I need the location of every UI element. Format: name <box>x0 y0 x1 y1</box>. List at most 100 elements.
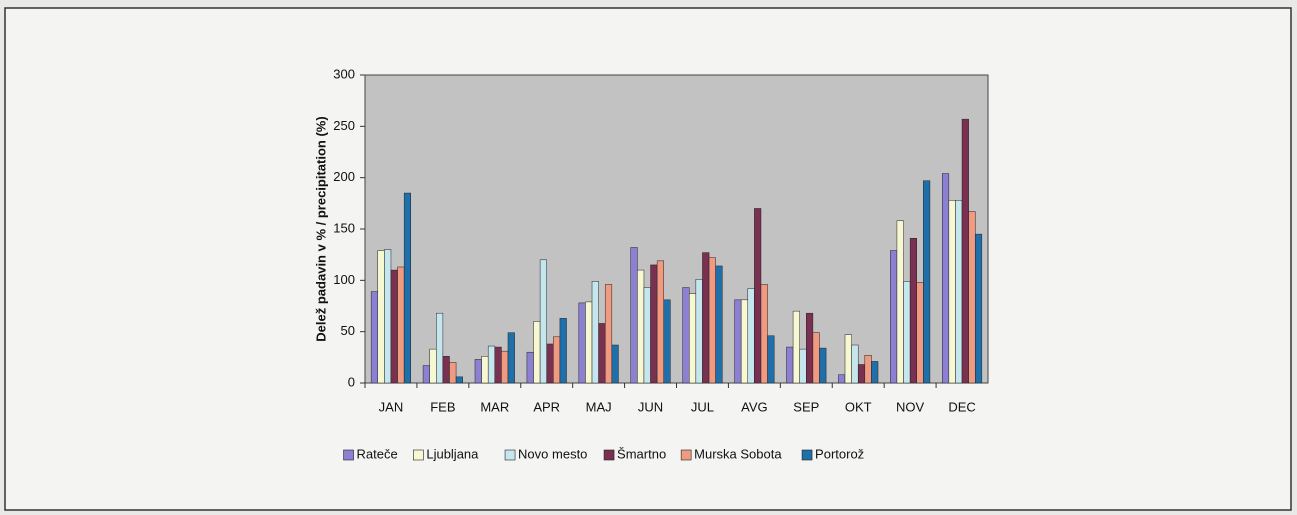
legend-swatch <box>801 449 813 461</box>
bar <box>890 250 898 384</box>
bar <box>871 361 879 384</box>
bar <box>403 192 412 384</box>
legend-label: Ljubljana <box>426 446 479 461</box>
bar <box>844 334 852 384</box>
legend-swatch <box>603 449 615 461</box>
bar <box>585 301 593 384</box>
x-tick-label: DEC <box>948 399 975 414</box>
x-tick-label: APR <box>533 399 560 414</box>
bar <box>455 376 463 384</box>
legend-label: Novo mesto <box>518 446 587 461</box>
legend-swatch <box>343 449 354 461</box>
y-tick-label: 100 <box>333 272 355 287</box>
legend-swatch <box>504 449 516 461</box>
bar <box>786 346 794 384</box>
bar <box>909 237 917 384</box>
bar <box>903 281 911 384</box>
bar <box>546 343 554 384</box>
y-tick-label: 200 <box>333 169 355 184</box>
bar <box>494 346 502 384</box>
x-tick-label: SEP <box>793 399 819 414</box>
bar <box>812 332 820 384</box>
bar <box>526 351 534 384</box>
bar <box>916 282 924 384</box>
bar <box>864 355 872 384</box>
x-tick-label: JUN <box>638 399 663 414</box>
legend-label: Šmartno <box>617 446 666 461</box>
legend-label: Portorož <box>815 446 864 461</box>
bar <box>384 249 392 384</box>
x-tick-label: MAR <box>480 399 509 414</box>
bar <box>961 118 969 384</box>
y-axis-label: Delež padavin v % / precipitation (%) <box>313 116 328 341</box>
bar <box>643 287 651 384</box>
bar <box>507 332 515 384</box>
x-tick-label: JUL <box>691 399 714 414</box>
bar <box>734 299 742 384</box>
bar <box>611 344 619 384</box>
bar <box>923 180 931 384</box>
bar <box>857 364 866 384</box>
bar <box>851 344 859 384</box>
legend-swatch <box>413 449 424 461</box>
bar <box>760 284 768 384</box>
bar <box>689 293 697 384</box>
bar <box>819 347 827 384</box>
bar <box>806 312 814 384</box>
bar <box>715 265 723 384</box>
bar <box>481 356 489 384</box>
bar <box>487 345 496 384</box>
bar <box>767 335 775 384</box>
x-tick-label: OKT <box>845 399 872 414</box>
bar <box>591 281 599 384</box>
bar <box>948 200 956 384</box>
bar <box>397 266 405 384</box>
bar <box>604 284 613 384</box>
bar <box>747 288 755 384</box>
bar <box>559 318 567 384</box>
plot-area <box>364 74 989 384</box>
bar <box>377 250 385 384</box>
y-tick-label: 0 <box>348 374 355 389</box>
bar <box>578 302 586 384</box>
bar <box>754 208 762 384</box>
y-tick-label: 250 <box>333 118 355 133</box>
y-tick-label: 150 <box>333 220 355 235</box>
y-tick-label: 50 <box>341 323 355 338</box>
bar <box>539 259 547 384</box>
bar <box>968 211 976 384</box>
bar <box>941 173 950 384</box>
x-tick-label: JAN <box>379 399 404 414</box>
bar <box>682 287 690 384</box>
x-tick-label: MAJ <box>586 399 612 414</box>
legend-label: Rateče <box>357 446 398 461</box>
bar <box>792 310 800 384</box>
legend-label: Murska Sobota <box>694 446 782 461</box>
bar <box>553 336 561 384</box>
bar <box>370 291 379 384</box>
bar <box>598 323 606 384</box>
x-tick-label: NOV <box>896 399 925 414</box>
x-tick-label: AVG <box>741 399 768 414</box>
bar <box>838 374 846 384</box>
bar <box>501 350 509 384</box>
bar <box>740 299 749 384</box>
bar <box>650 264 658 384</box>
bar <box>702 252 710 384</box>
bar <box>442 356 450 384</box>
bar <box>695 279 703 384</box>
bar <box>637 269 645 384</box>
bar <box>656 260 664 384</box>
y-tick-label: 300 <box>333 66 355 81</box>
bar <box>955 200 963 384</box>
bar <box>474 359 482 384</box>
bar <box>422 365 430 384</box>
legend-swatch <box>680 449 692 461</box>
bar <box>708 257 716 384</box>
bar <box>630 247 638 384</box>
bar <box>390 269 398 384</box>
bar <box>429 348 437 384</box>
bar <box>896 220 904 384</box>
x-tick-label: FEB <box>430 399 455 414</box>
